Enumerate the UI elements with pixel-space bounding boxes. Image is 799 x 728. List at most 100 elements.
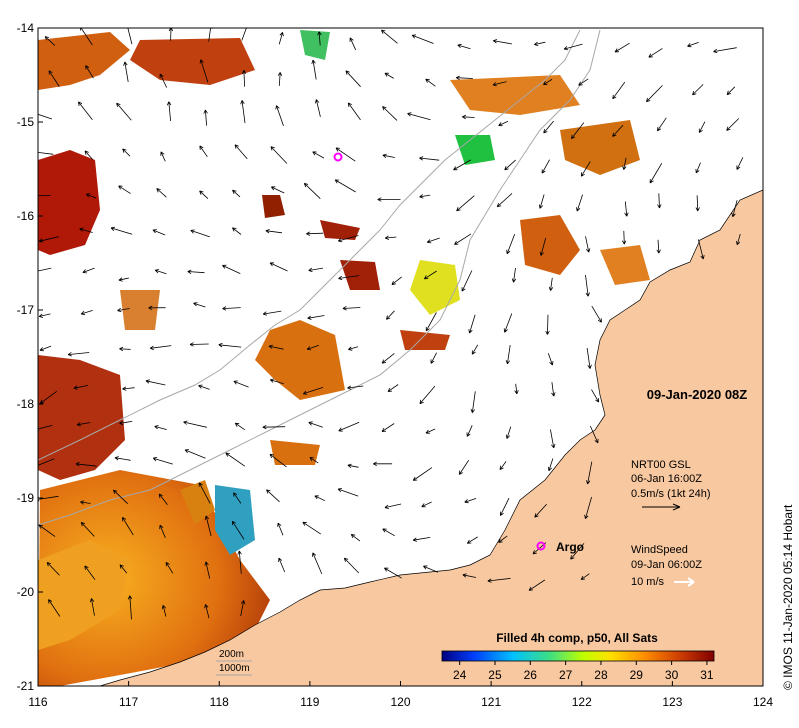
current-arrow-icon bbox=[470, 391, 476, 414]
current-arrow-icon bbox=[110, 226, 133, 235]
current-arrow-icon bbox=[612, 124, 624, 137]
current-arrow-icon bbox=[306, 344, 320, 351]
current-arrow-icon bbox=[116, 102, 132, 121]
current-arrow-icon bbox=[122, 516, 134, 536]
current-arrow-icon bbox=[335, 147, 356, 162]
current-arrow-icon bbox=[373, 461, 393, 466]
current-arrow-icon bbox=[731, 200, 738, 218]
current-arrow-icon bbox=[149, 345, 172, 351]
current-arrow-icon bbox=[349, 37, 357, 51]
land-mass bbox=[99, 189, 763, 686]
current-arrow-icon bbox=[457, 43, 471, 50]
argo-marker bbox=[333, 152, 343, 162]
current-arrow-icon bbox=[231, 520, 245, 540]
current-arrow-icon bbox=[621, 230, 627, 245]
current-arrow-icon bbox=[85, 193, 97, 199]
current-arrow-icon bbox=[158, 493, 168, 506]
current-arrow-icon bbox=[342, 306, 361, 311]
current-arrow-icon bbox=[656, 239, 661, 254]
current-arrow-icon bbox=[461, 114, 475, 120]
current-arrow-icon bbox=[471, 344, 479, 355]
current-arrow-icon bbox=[492, 81, 507, 87]
current-arrow-icon bbox=[119, 420, 133, 426]
current-arrow-icon bbox=[538, 194, 545, 209]
current-arrow-icon bbox=[381, 29, 398, 44]
current-arrow-icon bbox=[550, 429, 556, 449]
current-arrow-icon bbox=[551, 382, 556, 397]
current-arrow-icon bbox=[514, 383, 519, 395]
colorbar-ticks: 24 25 26 27 28 29 30 31 bbox=[453, 661, 714, 682]
current-arrow-icon bbox=[337, 235, 359, 243]
current-arrow-icon bbox=[127, 28, 133, 45]
current-arrow-icon bbox=[152, 229, 166, 236]
current-arrow-icon bbox=[269, 262, 288, 272]
contour-200m bbox=[38, 29, 581, 461]
current-arrow-icon bbox=[338, 421, 360, 432]
current-arrow-icon bbox=[48, 70, 60, 87]
current-arrow-icon bbox=[534, 41, 546, 46]
y-tick-label: -21 bbox=[17, 679, 35, 693]
current-arrow-icon bbox=[38, 313, 51, 318]
current-arrow-icon bbox=[503, 313, 513, 333]
current-arrow-icon bbox=[39, 345, 52, 352]
current-arrow-icon bbox=[687, 42, 699, 48]
current-arrow-icon bbox=[648, 48, 663, 58]
current-arrow-icon bbox=[505, 345, 511, 365]
current-arrow-icon bbox=[190, 229, 210, 238]
current-arrow-icon bbox=[117, 307, 130, 313]
current-arrow-icon bbox=[506, 233, 516, 255]
colorbar-tick-label: 27 bbox=[559, 668, 573, 682]
current-arrow-icon bbox=[199, 190, 209, 199]
current-arrow-icon bbox=[127, 595, 133, 620]
current-arrow-icon bbox=[381, 423, 395, 432]
current-arrow-icon bbox=[487, 578, 511, 583]
wind-legend-date: 09-Jan 06:00Z bbox=[631, 559, 702, 571]
current-arrow-icon bbox=[234, 144, 248, 160]
current-arrow-icon bbox=[423, 270, 437, 280]
current-arrow-icon bbox=[384, 72, 394, 79]
current-arrow-icon bbox=[73, 385, 89, 390]
current-arrow-icon bbox=[464, 498, 477, 504]
current-arrow-icon bbox=[269, 453, 287, 468]
x-tick-label: 124 bbox=[753, 695, 773, 709]
current-arrow-icon bbox=[38, 458, 55, 466]
current-arrow-icon bbox=[315, 99, 321, 117]
colorbar-tick-label: 28 bbox=[594, 668, 608, 682]
current-arrow-icon bbox=[118, 277, 129, 282]
current-arrow-icon bbox=[218, 342, 242, 348]
x-tick-label: 119 bbox=[300, 695, 319, 709]
current-arrow-icon bbox=[384, 567, 402, 579]
y-tick-label: -18 bbox=[17, 397, 35, 411]
current-arrow-icon bbox=[118, 185, 131, 194]
colorbar-title: Filled 4h comp, p50, All Sats bbox=[496, 631, 658, 645]
current-arrow-icon bbox=[76, 422, 91, 427]
current-arrow-icon bbox=[586, 461, 593, 485]
current-arrow-icon bbox=[166, 101, 172, 122]
current-arrow-icon bbox=[528, 579, 546, 591]
current-arrow-icon bbox=[233, 492, 242, 504]
current-arrow-icon bbox=[736, 157, 744, 170]
current-arrow-icon bbox=[649, 162, 663, 184]
current-arrow-icon bbox=[204, 604, 210, 619]
current-arrow-icon bbox=[547, 353, 554, 366]
current-arrow-icon bbox=[85, 65, 94, 79]
current-arrow-icon bbox=[591, 305, 602, 323]
current-arrow-icon bbox=[500, 497, 510, 516]
current-arrow-icon bbox=[80, 521, 95, 537]
current-arrow-icon bbox=[39, 390, 58, 404]
current-arrow-icon bbox=[159, 73, 168, 88]
current-arrow-icon bbox=[695, 162, 701, 174]
y-tick-label: -17 bbox=[17, 303, 35, 317]
current-arrow-icon bbox=[277, 72, 283, 86]
current-arrow-icon bbox=[232, 227, 242, 235]
current-arrow-icon bbox=[165, 561, 174, 574]
current-arrow-icon bbox=[189, 342, 209, 347]
current-arrow-icon bbox=[698, 239, 705, 260]
current-legend-title: NRT00 GSL bbox=[631, 459, 691, 471]
current-arrow-icon bbox=[184, 449, 206, 459]
current-arrow-icon bbox=[466, 425, 473, 437]
current-arrow-icon bbox=[591, 389, 600, 403]
current-arrow-icon bbox=[337, 488, 359, 497]
y-tick-label: -16 bbox=[17, 209, 35, 223]
current-scale-arrow-icon bbox=[642, 503, 681, 511]
